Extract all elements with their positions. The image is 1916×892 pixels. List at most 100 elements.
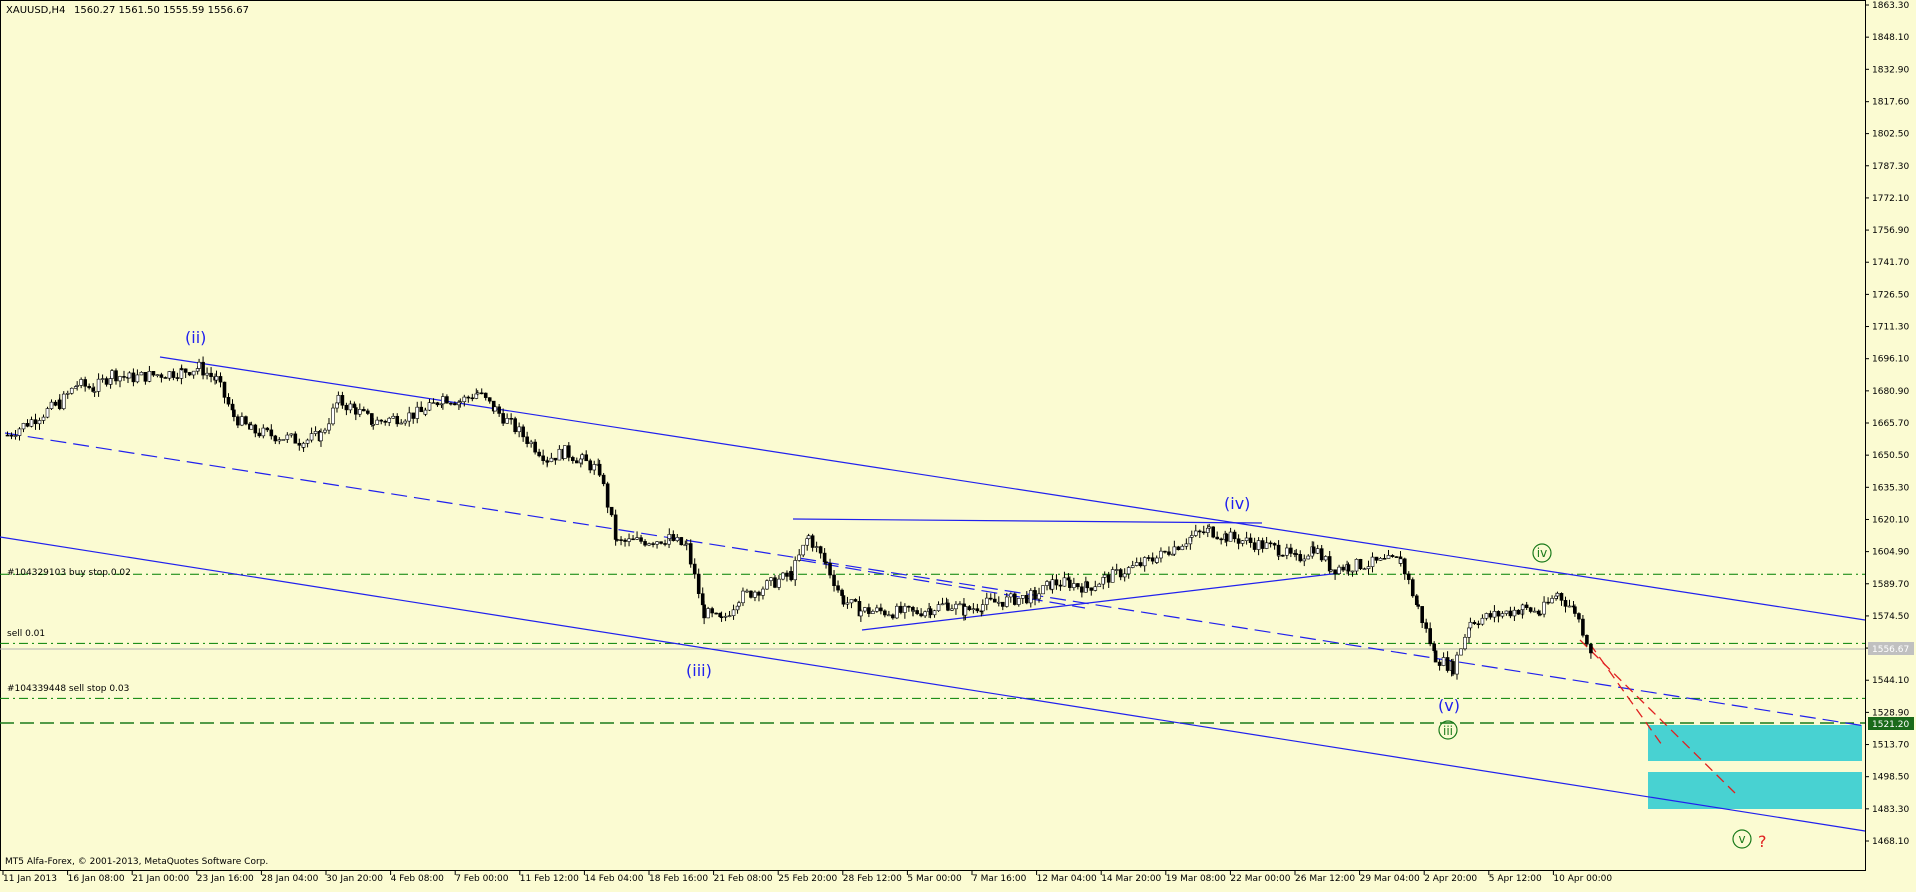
price-tick-label: 1772.10 — [1872, 194, 1909, 204]
candle-body — [1126, 567, 1131, 575]
symbol-label: XAUUSD,H4 — [6, 5, 65, 16]
candle-body — [996, 601, 1001, 604]
candle-body — [114, 370, 118, 382]
candle-body — [1201, 531, 1206, 534]
candle-body — [1542, 601, 1546, 615]
candle-body — [928, 608, 933, 616]
candle-body — [1076, 583, 1080, 588]
candle-body — [483, 392, 488, 398]
candle-body — [1512, 609, 1517, 617]
candle-body — [883, 610, 887, 616]
candle-body — [96, 378, 101, 392]
candle-body — [1437, 661, 1442, 666]
candle-body — [209, 372, 213, 377]
candle-body — [950, 608, 954, 611]
candle-body — [1244, 537, 1249, 541]
candle-body — [1374, 556, 1379, 561]
candle-body — [375, 419, 380, 425]
candle-body — [814, 546, 819, 548]
candle-body — [33, 419, 38, 425]
candle-body — [415, 406, 420, 419]
candle-body — [801, 544, 806, 556]
candle-body — [1232, 531, 1237, 540]
candle-body — [1248, 537, 1253, 543]
candle-body — [1058, 584, 1063, 587]
time-tick-label: 16 Jan 08:00 — [68, 874, 125, 884]
time-tick-label: 28 Feb 12:00 — [843, 874, 902, 884]
candle-body — [336, 395, 341, 404]
candle-body — [104, 378, 109, 385]
candle-body — [1520, 604, 1525, 610]
candle-body — [191, 370, 196, 376]
candle-body — [879, 607, 883, 612]
candle-body — [571, 457, 575, 462]
candle-body — [1236, 538, 1241, 544]
candle-body — [135, 374, 140, 383]
candle-body — [765, 580, 769, 590]
candle-body — [122, 376, 126, 378]
channel-upper-line — [159, 356, 1866, 621]
candle-body — [923, 611, 927, 617]
candle-body — [1585, 634, 1589, 645]
candle-body — [1346, 564, 1351, 572]
candle-body — [1281, 554, 1285, 557]
candle-body — [1062, 577, 1067, 587]
candle-body — [980, 604, 985, 612]
candle-body — [1224, 533, 1229, 542]
candle-body — [1037, 593, 1041, 600]
candle-body — [1341, 566, 1345, 571]
ohlc-values: 1560.27 1561.50 1555.59 1556.67 — [74, 5, 249, 16]
candle-body — [1455, 654, 1459, 675]
candle-body — [940, 603, 945, 606]
candle-body — [331, 407, 335, 425]
candle-body — [1028, 590, 1033, 604]
candle-body — [244, 416, 248, 425]
candle-body — [1441, 657, 1446, 666]
candle-body — [1459, 648, 1463, 656]
candle-body — [710, 608, 714, 614]
candle-body — [667, 534, 672, 539]
candle-body — [597, 463, 602, 476]
candle-body — [171, 371, 176, 378]
time-axis[interactable]: 11 Jan 2013 16 Jan 08:00 21 Jan 00:00 23 Ja… — [2, 871, 1612, 884]
candle-body — [1402, 558, 1407, 575]
candle-body — [87, 385, 91, 389]
time-tick-label: 2 Apr 20:00 — [1424, 874, 1477, 884]
candle-body — [257, 432, 262, 437]
time-tick-label: 14 Mar 20:00 — [1101, 874, 1161, 884]
price-axis[interactable]: 1863.30 1848.10 1832.90 1817.60 1802.50 1787.… — [1865, 1, 1909, 847]
candle-body — [214, 376, 219, 381]
candle-body — [1451, 661, 1455, 675]
candle-body — [1550, 598, 1554, 604]
candle-body — [1215, 536, 1219, 540]
candle-body — [1382, 558, 1387, 560]
candle-body — [1260, 540, 1265, 549]
price-tick-label: 1544.10 — [1872, 676, 1909, 686]
price-tick-label: 1832.90 — [1872, 65, 1909, 75]
candle-body — [497, 406, 501, 414]
marked-price-badge: 1521.20 — [1868, 717, 1914, 730]
candle-body — [1306, 555, 1311, 560]
candle-body — [853, 599, 858, 602]
candle-body — [549, 457, 554, 462]
candle-body — [1138, 562, 1143, 567]
candle-body — [395, 415, 400, 425]
candle-body — [9, 434, 14, 437]
candle-body — [5, 434, 10, 437]
candle-body — [963, 606, 968, 616]
candle-body — [521, 426, 525, 438]
plot-area-frame — [0, 0, 1866, 871]
candle-body — [411, 412, 416, 419]
candle-body — [818, 546, 823, 554]
candle-body — [1264, 542, 1269, 549]
candle-body — [984, 597, 989, 605]
candle-body — [79, 379, 83, 386]
candle-body — [159, 374, 164, 378]
price-tick-label: 1787.30 — [1872, 162, 1909, 172]
candle-body — [187, 372, 192, 376]
candle-body — [487, 397, 492, 402]
time-tick-label: 19 Mar 08:00 — [1166, 874, 1226, 884]
candle-body — [615, 539, 619, 541]
candle-body — [563, 445, 567, 459]
